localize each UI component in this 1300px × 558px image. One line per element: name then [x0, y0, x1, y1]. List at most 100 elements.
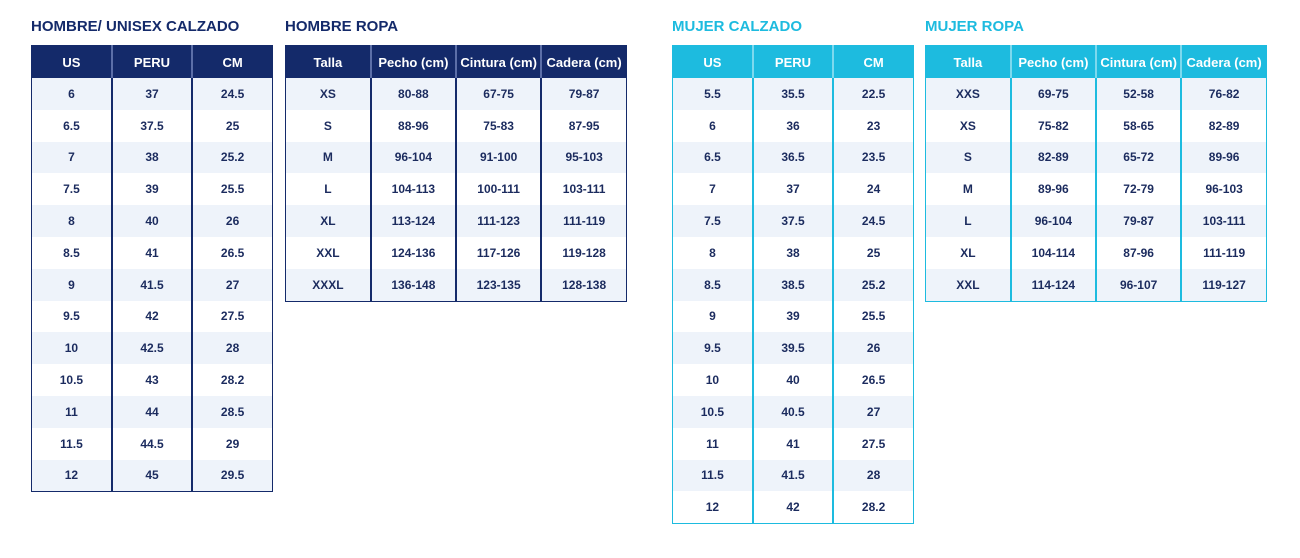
table-cell: 38 [110, 141, 193, 174]
table-cell: 26 [191, 205, 273, 237]
table-row: 6 36 23 [673, 109, 914, 142]
table-cell: 10 [705, 373, 720, 388]
header-row: US PERU CM [672, 45, 914, 78]
table-cell: 28.2 [191, 364, 273, 396]
table-cell: 35.5 [751, 78, 834, 110]
table-cell: 26.5 [191, 236, 273, 269]
table-cell: XL [960, 245, 976, 260]
header-row: Talla Pecho (cm) Cintura (cm) Cadera (cm) [925, 45, 1267, 78]
table-cell: 36.5 [751, 141, 834, 174]
table-row: 5.5 35.5 22.5 [672, 78, 914, 110]
table-row: 9 39 25.5 [673, 300, 914, 333]
table-cell: 7.5 [63, 182, 80, 197]
table-cell: 40.5 [751, 395, 834, 428]
table-cell: 87-95 [540, 109, 627, 142]
table-row: XS 75-82 58-65 82-89 [926, 109, 1267, 142]
table-row: 8 40 26 [31, 205, 273, 237]
table-cell: 8 [31, 205, 112, 237]
women-shoes-title: MUJER CALZADO [672, 18, 802, 35]
table-row: 12 42 28.2 [673, 491, 914, 524]
column-header: Cintura (cm) [1094, 45, 1182, 78]
table-cell: 113-124 [369, 205, 456, 237]
table-cell: 42 [751, 491, 834, 524]
table-row: 8 38 25 [673, 236, 914, 269]
table-cell: 42 [110, 300, 193, 333]
table-cell: 22.5 [832, 78, 914, 110]
column-header: US [672, 45, 753, 78]
table-cell: 38 [751, 236, 834, 269]
table-cell: 6.5 [63, 118, 80, 133]
column-header: CM [191, 45, 273, 78]
table-cell: 123-135 [454, 268, 542, 302]
table-cell: XL [285, 205, 371, 237]
table-cell: 75-83 [454, 109, 542, 142]
table-cell: 39.5 [751, 332, 834, 365]
table-cell: 24.5 [832, 205, 914, 237]
table-row: 9.5 39.5 26 [672, 332, 914, 365]
table-row: XXXL 136-148 123-135 128-138 [285, 268, 627, 302]
table-cell: 111-123 [454, 205, 542, 237]
table-cell: 79-87 [540, 78, 627, 110]
table-cell: 26 [832, 332, 914, 365]
column-header: Pecho (cm) [1009, 45, 1096, 78]
table-row: XL 113-124 111-123 111-119 [285, 205, 627, 237]
table-cell: 11.5 [672, 459, 753, 492]
table-cell: 7 [709, 182, 716, 197]
table-cell: 119-128 [540, 236, 627, 269]
column-header: Cadera (cm) [540, 45, 627, 78]
table-cell: 8.5 [63, 245, 80, 260]
table-row: 6.5 37.5 25 [32, 109, 273, 142]
table-cell: 76-82 [1180, 78, 1267, 110]
table-cell: 28.5 [191, 395, 273, 428]
column-header: CM [832, 45, 914, 78]
table-row: 10 42.5 28 [31, 332, 273, 365]
table-cell: 82-89 [1009, 141, 1096, 174]
table-row: 9.5 42 27.5 [32, 300, 273, 333]
table-cell: 39 [751, 300, 834, 333]
table-cell: 29.5 [191, 459, 273, 492]
table-cell: 38.5 [751, 268, 834, 301]
table-cell: 96-104 [369, 141, 456, 174]
table-cell: XS [959, 118, 976, 133]
table-cell: 104-113 [369, 173, 456, 206]
header-row: US PERU CM [31, 45, 273, 78]
table-cell: 8 [709, 245, 716, 260]
table-cell: 42.5 [110, 332, 193, 365]
table-row: XS 80-88 67-75 79-87 [285, 78, 627, 110]
table-cell: 24 [832, 173, 914, 206]
table-row: 12 45 29.5 [31, 459, 273, 492]
table-cell: 36 [751, 109, 834, 142]
column-header: Cintura (cm) [454, 45, 542, 78]
table-cell: 96-103 [1180, 173, 1267, 206]
table-row: 7.5 37.5 24.5 [672, 205, 914, 237]
table-cell: 104-114 [1009, 236, 1096, 269]
table-cell: 45 [110, 459, 193, 492]
table-row: 8.5 41 26.5 [32, 236, 273, 269]
table-cell: 37 [110, 78, 193, 110]
table-cell: 96-107 [1094, 268, 1182, 302]
table-row: 11.5 44.5 29 [32, 427, 273, 460]
table-row: 10.5 43 28.2 [32, 364, 273, 396]
table-row: 11.5 41.5 28 [672, 459, 914, 492]
table-cell: 67-75 [454, 78, 542, 110]
men-shoes-size-table: US PERU CM 6 37 24.5 6.5 37.5 25 7 38 25.2 7.5 39 25.5… [31, 45, 273, 493]
table-cell: 69-75 [1009, 78, 1096, 110]
table-cell: 25.5 [191, 173, 273, 206]
table-cell: XXL [316, 245, 340, 260]
table-row: 9 41.5 27 [31, 268, 273, 301]
table-cell: 10.5 [59, 373, 84, 388]
column-header: PERU [110, 45, 193, 78]
table-row: 10.5 40.5 27 [672, 395, 914, 428]
table-cell: 37 [751, 173, 834, 206]
table-cell: 12 [31, 459, 112, 492]
table-cell: 40 [110, 205, 193, 237]
table-row: L 96-104 79-87 103-111 [925, 205, 1267, 237]
table-cell: 25 [832, 236, 914, 269]
table-cell: 44.5 [110, 427, 193, 460]
table-cell: 41 [751, 427, 834, 460]
table-cell: 114-124 [1009, 268, 1096, 302]
column-header: Pecho (cm) [369, 45, 456, 78]
table-cell: 27.5 [832, 427, 914, 460]
women-clothing-size-table: Talla Pecho (cm) Cintura (cm) Cadera (cm) XX… [925, 45, 1267, 302]
table-row: XXS 69-75 52-58 76-82 [925, 78, 1267, 110]
